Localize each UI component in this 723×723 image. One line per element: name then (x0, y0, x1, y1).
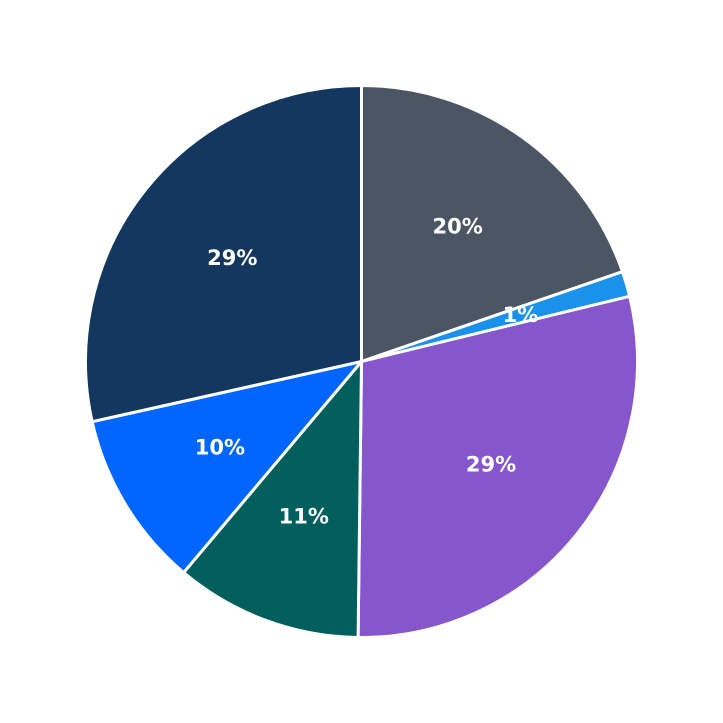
pie-slice-3 (356, 294, 639, 639)
pie-slices (84, 84, 639, 639)
pie-labels: 20% 1% 29% 11% 10% 29% (195, 215, 538, 529)
pie-slice-label-2: 1% (503, 303, 539, 327)
pie-slice-1 (360, 84, 624, 363)
pie-slice-label-5: 10% (195, 435, 245, 459)
pie-slice-label-4: 11% (279, 505, 329, 529)
pie-slice-label-6: 29% (207, 246, 257, 270)
pie-slice-label-1: 20% (433, 215, 483, 239)
pie-slice-5 (90, 360, 363, 575)
pie-slice-6 (84, 84, 363, 424)
pie-slice-4 (182, 360, 363, 639)
pie-slice-label-3: 29% (466, 453, 516, 477)
